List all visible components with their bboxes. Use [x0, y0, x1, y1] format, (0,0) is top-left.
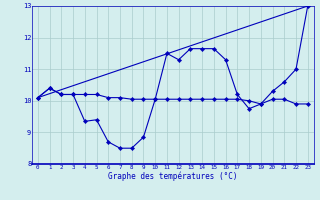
X-axis label: Graphe des températures (°C): Graphe des températures (°C) [108, 171, 237, 181]
